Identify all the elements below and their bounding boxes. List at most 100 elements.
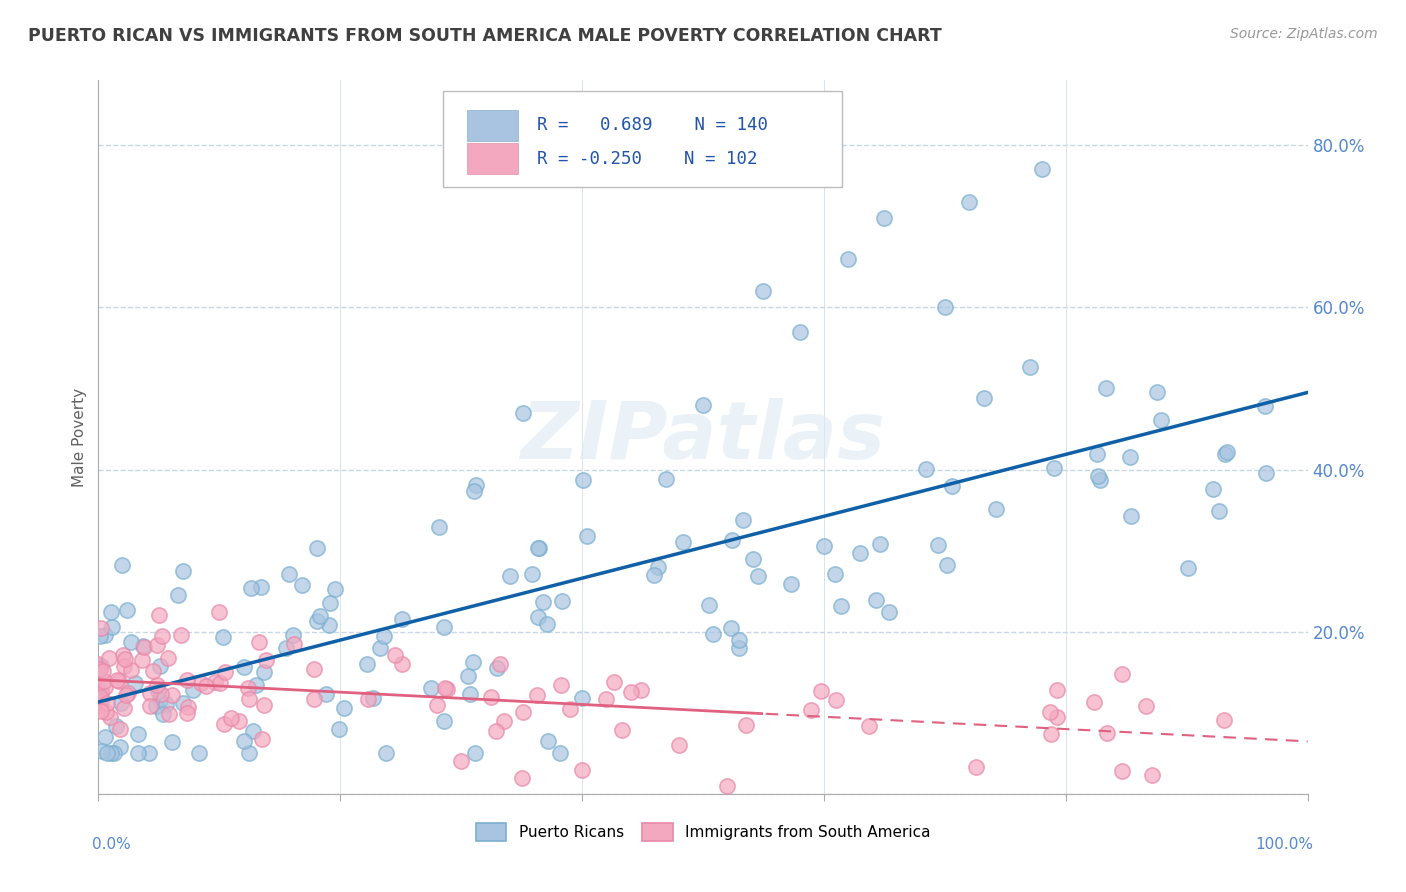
Point [935, 558, 957, 573]
Point [721, 533, 744, 548]
Point [190, 675, 212, 690]
Point [419, 681, 441, 696]
Point [112, 648, 135, 663]
Point [96, 696, 118, 710]
Point [114, 688, 136, 702]
Point [145, 699, 167, 714]
Text: ZIPatlas: ZIPatlas [520, 398, 886, 476]
Point [436, 681, 458, 696]
Point [148, 607, 170, 622]
Point [551, 594, 574, 608]
Point [108, 739, 131, 754]
Point [486, 661, 509, 675]
Point [89, 690, 111, 705]
FancyBboxPatch shape [467, 110, 517, 141]
Point [87, 661, 110, 675]
Point [323, 582, 346, 596]
Point [172, 696, 194, 710]
Point [620, 685, 643, 699]
Point [825, 693, 848, 707]
Point [160, 688, 183, 702]
Point [374, 747, 396, 761]
Point [941, 479, 963, 493]
Point [720, 621, 742, 635]
Point [167, 588, 190, 602]
Point [302, 692, 325, 706]
Point [274, 640, 297, 655]
Point [90, 685, 112, 699]
Point [145, 638, 167, 652]
Point [89, 662, 111, 676]
Point [1216, 445, 1239, 459]
Point [450, 755, 472, 769]
Point [212, 717, 235, 731]
Point [837, 252, 859, 266]
Point [485, 724, 508, 739]
Point [1208, 504, 1230, 518]
Point [89, 629, 111, 643]
Point [1046, 683, 1069, 698]
Point [253, 665, 276, 680]
Point [595, 692, 617, 706]
Point [702, 626, 724, 640]
Point [1046, 710, 1069, 724]
Point [127, 727, 149, 741]
Point [214, 665, 236, 679]
Point [108, 673, 131, 688]
Point [1135, 698, 1157, 713]
Point [858, 719, 880, 733]
Point [103, 747, 125, 761]
Point [1088, 473, 1111, 487]
Point [463, 483, 485, 498]
Point [1094, 381, 1116, 395]
Point [630, 683, 652, 698]
Point [603, 674, 626, 689]
Point [1150, 413, 1173, 427]
Point [305, 541, 328, 555]
Text: R =   0.689    N = 140: R = 0.689 N = 140 [537, 116, 768, 134]
Point [204, 674, 226, 689]
Point [356, 692, 378, 706]
Point [915, 462, 938, 476]
Point [550, 678, 572, 692]
Point [90, 621, 112, 635]
Point [150, 628, 173, 642]
Point [87, 663, 110, 677]
Point [146, 678, 169, 692]
Point [830, 599, 852, 613]
Point [152, 706, 174, 721]
Point [526, 688, 548, 702]
Point [734, 718, 756, 732]
Text: R = -0.250    N = 102: R = -0.250 N = 102 [537, 150, 758, 168]
Point [98, 709, 121, 723]
Point [160, 735, 183, 749]
Point [824, 567, 846, 582]
Point [433, 714, 456, 729]
Point [356, 657, 378, 671]
Point [427, 520, 450, 534]
Text: 0.0%: 0.0% [93, 837, 131, 852]
Point [87, 698, 110, 713]
Point [319, 596, 342, 610]
FancyBboxPatch shape [443, 91, 842, 187]
Point [209, 676, 232, 690]
Point [499, 569, 522, 583]
Point [1111, 764, 1133, 779]
Point [1039, 727, 1062, 741]
Point [100, 747, 122, 761]
Point [548, 747, 571, 761]
Point [117, 686, 139, 700]
Point [1177, 560, 1199, 574]
Point [108, 722, 131, 736]
Point [254, 653, 277, 667]
Point [155, 698, 177, 712]
Point [699, 599, 721, 613]
Point [94, 628, 117, 642]
Point [873, 211, 896, 226]
Point [1083, 695, 1105, 709]
Point [747, 568, 769, 582]
Point [105, 673, 128, 688]
Point [157, 650, 180, 665]
Point [384, 648, 406, 663]
Point [1213, 447, 1236, 461]
